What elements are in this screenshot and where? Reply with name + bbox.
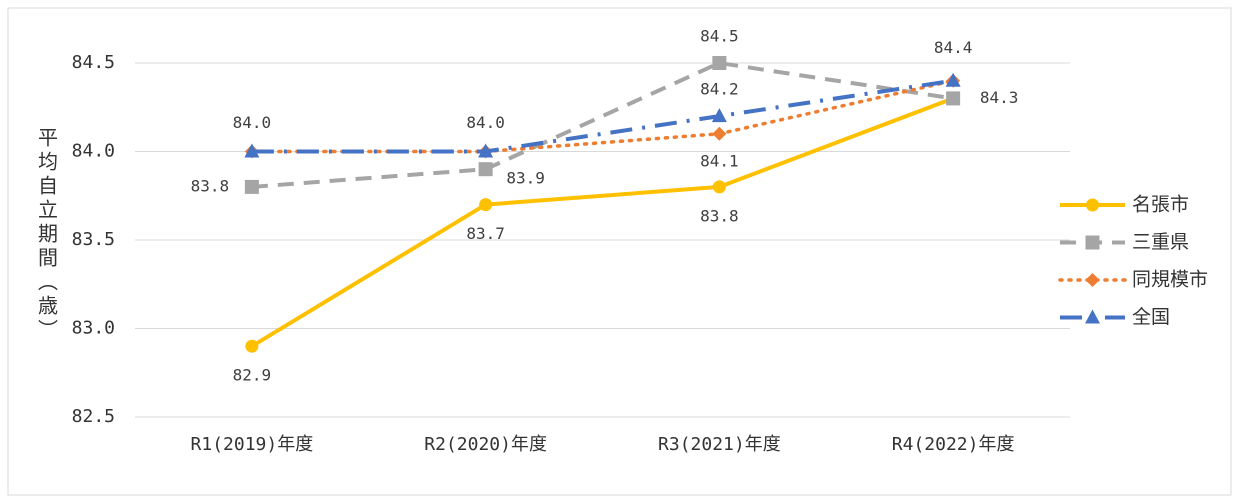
point-marker bbox=[711, 108, 727, 123]
legend-marker bbox=[1085, 273, 1100, 287]
legend-marker bbox=[1086, 198, 1099, 212]
x-tick-label: R1(2019)年度 bbox=[191, 434, 314, 455]
point-marker bbox=[712, 180, 726, 194]
data-label: 84.0 bbox=[233, 113, 272, 132]
series-line bbox=[251, 60, 954, 189]
legend-marker bbox=[1085, 309, 1100, 324]
data-label: 84.5 bbox=[700, 27, 739, 46]
x-tick-label: R4(2022)年度 bbox=[892, 434, 1015, 455]
y-axis-title: 平均自立期間（歳） bbox=[35, 127, 59, 343]
data-label: 84.0 bbox=[466, 113, 505, 132]
point-marker bbox=[946, 91, 961, 106]
point-marker bbox=[244, 179, 259, 194]
point-marker bbox=[712, 126, 727, 141]
data-label: 82.9 bbox=[233, 366, 272, 385]
point-marker bbox=[244, 143, 260, 158]
point-marker bbox=[245, 339, 259, 353]
y-tick-label: 83.5 bbox=[72, 229, 115, 250]
y-tick-label: 84.0 bbox=[72, 141, 115, 162]
point-marker bbox=[945, 72, 961, 87]
point-marker bbox=[479, 198, 493, 212]
series-line bbox=[250, 96, 954, 348]
data-label: 84.4 bbox=[934, 38, 973, 57]
legend-label: 全国 bbox=[1132, 306, 1170, 328]
point-marker bbox=[478, 143, 494, 158]
data-label: 83.9 bbox=[506, 169, 545, 188]
y-tick-label: 83.0 bbox=[72, 318, 115, 339]
data-label: 83.8 bbox=[191, 176, 230, 195]
legend-marker bbox=[1085, 235, 1100, 250]
point-marker bbox=[712, 56, 727, 70]
legend-label: 三重県 bbox=[1132, 231, 1189, 253]
chart-border bbox=[7, 7, 1232, 496]
data-label: 84.2 bbox=[700, 80, 739, 99]
y-tick-label: 84.5 bbox=[72, 52, 115, 73]
y-tick-label: 82.5 bbox=[72, 406, 115, 427]
legend-label: 名張市 bbox=[1132, 194, 1189, 216]
data-label: 83.8 bbox=[700, 206, 739, 225]
legend-label: 同規模市 bbox=[1132, 269, 1208, 291]
data-label: 84.1 bbox=[700, 151, 739, 170]
data-label: 84.3 bbox=[980, 88, 1019, 107]
series-line bbox=[250, 78, 955, 154]
x-tick-label: R3(2021)年度 bbox=[658, 434, 781, 455]
x-tick-label: R2(2020)年度 bbox=[424, 434, 547, 455]
series-line bbox=[251, 78, 954, 154]
data-label: 83.7 bbox=[466, 224, 505, 243]
point-marker bbox=[478, 162, 493, 177]
